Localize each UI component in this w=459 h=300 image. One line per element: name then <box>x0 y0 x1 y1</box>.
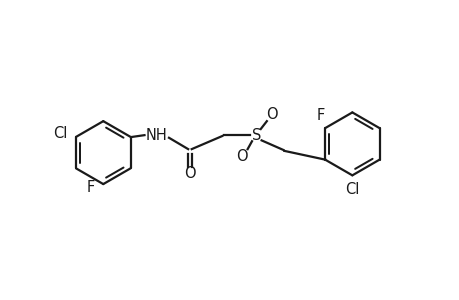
Text: O: O <box>184 166 196 181</box>
Text: NH: NH <box>146 128 167 142</box>
Text: F: F <box>316 108 324 123</box>
Text: Cl: Cl <box>53 126 67 141</box>
Text: O: O <box>266 107 277 122</box>
Text: Cl: Cl <box>344 182 359 197</box>
Text: O: O <box>236 148 248 164</box>
Text: F: F <box>87 180 95 195</box>
Text: S: S <box>251 128 261 142</box>
